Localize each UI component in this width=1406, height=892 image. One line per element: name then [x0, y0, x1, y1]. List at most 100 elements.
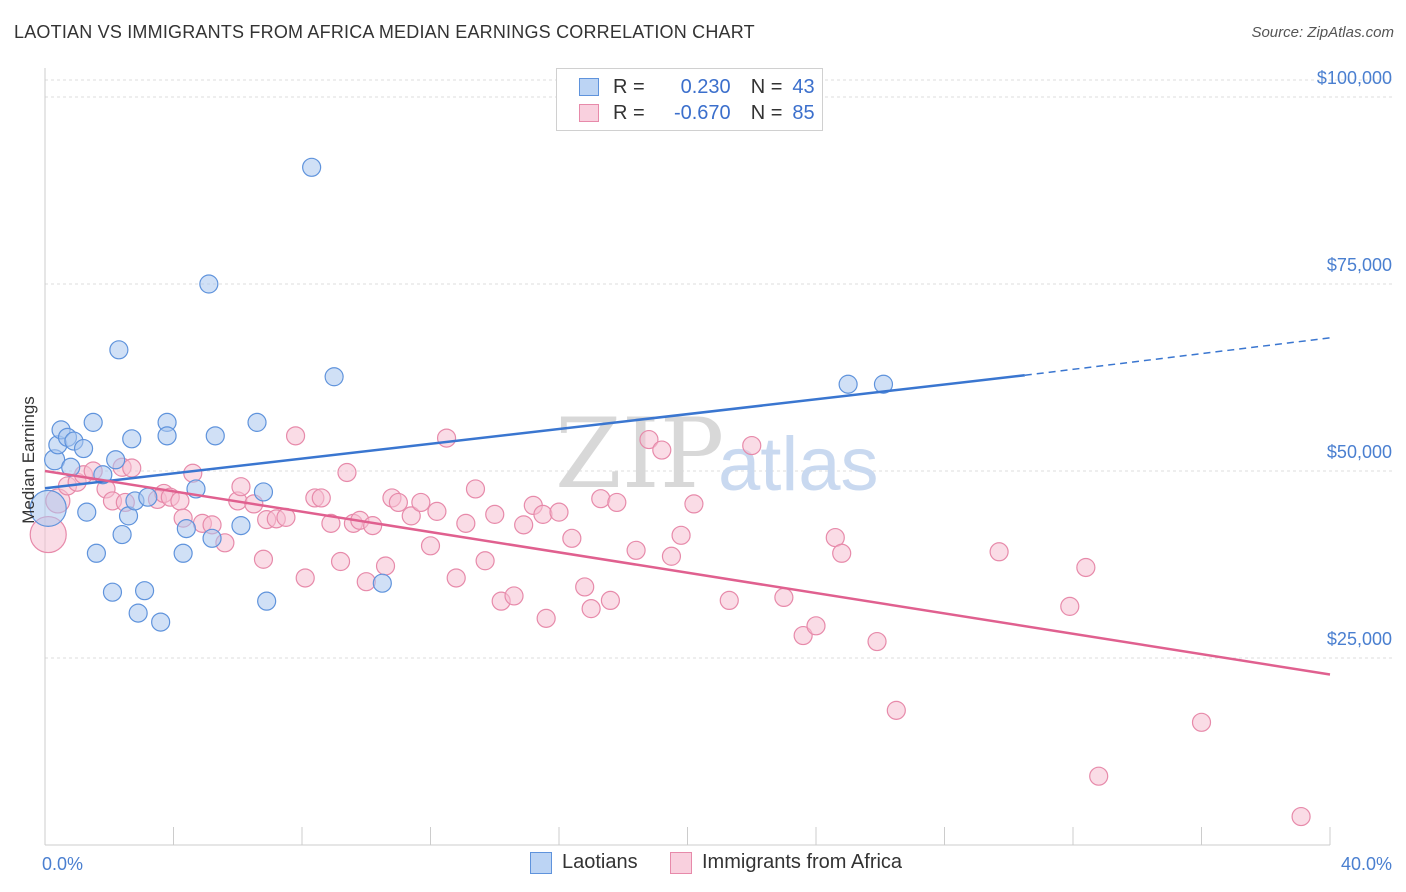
x-tick-label-max: 40.0%: [1341, 854, 1392, 874]
laotians-point-20: [134, 581, 155, 601]
laotians-trend-extension: [1024, 337, 1331, 377]
africa-point-53: [514, 515, 534, 535]
africa-point-70: [719, 590, 739, 611]
laotians-point-10: [86, 543, 107, 563]
chart-title: LAOTIAN VS IMMIGRANTS FROM AFRICA MEDIAN…: [14, 22, 755, 42]
africa-point-60: [581, 599, 601, 619]
y-tick-label-1: $50,000: [1327, 442, 1392, 462]
africa-point-55: [533, 504, 553, 524]
laotians-point-25: [173, 543, 193, 563]
africa-point-58: [562, 528, 582, 548]
laotians-point-39: [873, 374, 894, 394]
laotians-point-38: [838, 374, 858, 394]
africa-point-31: [321, 513, 341, 533]
africa-point-27: [285, 426, 306, 446]
laotians-point-17: [122, 429, 142, 449]
laotians-n-value: 43: [792, 75, 815, 98]
x-tick-label-min: 0.0%: [42, 854, 83, 874]
africa-point-83: [1191, 712, 1212, 732]
watermark-zip: ZIP: [555, 398, 724, 510]
africa-n-value: 85: [792, 101, 815, 124]
laotians-point-12: [102, 582, 123, 602]
grid-lines: [45, 79, 1392, 659]
africa-swatch: [579, 104, 599, 122]
africa-point-52: [504, 586, 524, 606]
laotians-point-8: [83, 412, 103, 432]
y-tick-label-3: $100,000: [1317, 68, 1392, 88]
africa-point-63: [607, 492, 627, 513]
africa-point-81: [1076, 557, 1096, 578]
africa-point-28: [295, 568, 315, 588]
africa-point-47: [456, 513, 476, 533]
y-tick-label-0: $25,000: [1327, 629, 1392, 649]
laotians-point-30: [205, 426, 225, 446]
africa-point-82: [1089, 766, 1109, 786]
laotians-swatch: [579, 78, 599, 96]
laotians-n-label: N =: [750, 75, 783, 98]
africa-point-50: [485, 504, 505, 524]
africa-point-65: [639, 429, 659, 450]
africa-point-36: [356, 572, 376, 592]
africa-point-57: [549, 502, 569, 522]
x-tick-labels: 0.0% 40.0%: [42, 854, 1392, 874]
stats-legend: R = 0.230 N = 43 R = -0.670 N = 85: [556, 68, 823, 131]
laotians-point-0: [29, 489, 67, 527]
africa-point-61: [591, 489, 611, 509]
africa-point-69: [684, 494, 704, 514]
laotians-point-34: [257, 591, 277, 611]
legend-laotians-label: Laotians: [562, 851, 638, 873]
laotians-point-31: [231, 516, 251, 536]
legend-africa[interactable]: Immigrants from Africa: [670, 851, 902, 874]
africa-n-label: N =: [750, 101, 783, 124]
laotians-r-label: R =: [613, 75, 645, 98]
legend-africa-label: Immigrants from Africa: [702, 851, 903, 873]
africa-point-43: [420, 536, 441, 556]
legend-africa-swatch: [670, 851, 692, 874]
laotians-point-35: [302, 157, 322, 177]
africa-point-79: [989, 542, 1009, 562]
africa-point-32: [330, 551, 351, 572]
africa-point-74: [806, 616, 826, 636]
laotians-point-36: [324, 367, 344, 387]
laotians-point-14: [109, 340, 129, 360]
laotians-point-26: [176, 518, 196, 539]
y-axis-label: Median Earnings: [19, 396, 38, 524]
africa-point-68: [671, 525, 691, 545]
stats-row-laotians: R = 0.230 N = 43: [579, 75, 815, 99]
africa-point-10: [122, 458, 142, 478]
africa-point-59: [575, 577, 595, 597]
africa-point-66: [652, 440, 672, 460]
africa-point-84: [1291, 806, 1311, 827]
africa-point-73: [793, 625, 813, 646]
africa-point-72: [774, 587, 794, 608]
laotians-point-9: [77, 502, 97, 522]
legend-laotians-swatch: [530, 851, 552, 874]
y-tick-labels: $25,000 $50,000 $75,000 $100,000: [1317, 68, 1392, 649]
laotians-point-29: [202, 528, 222, 548]
africa-point-78: [886, 700, 906, 720]
y-tick-label-2: $75,000: [1327, 255, 1392, 275]
africa-point-42: [411, 492, 431, 513]
africa-point-38: [375, 556, 396, 576]
trend-lines: [44, 337, 1331, 676]
laotians-point-22: [151, 612, 171, 632]
africa-point-64: [626, 540, 646, 560]
laotians-point-28: [199, 274, 219, 294]
laotians-r-value: 0.230: [680, 75, 731, 98]
watermark-atlas: atlas: [718, 422, 879, 507]
africa-point-71: [742, 435, 762, 456]
laotians-point-21: [138, 487, 158, 507]
laotians-point-15: [112, 524, 132, 545]
africa-point-46: [446, 568, 466, 588]
africa-r-value: -0.670: [673, 101, 731, 124]
laotians-point-24: [157, 426, 177, 446]
africa-point-80: [1060, 596, 1080, 616]
africa-point-44: [427, 501, 447, 521]
africa-points: [29, 426, 1311, 827]
legend-laotians[interactable]: Laotians: [530, 851, 638, 874]
laotians-point-7: [73, 438, 94, 459]
africa-point-33: [337, 462, 357, 483]
source-credit: Source: ZipAtlas.com: [1251, 24, 1394, 41]
africa-point-67: [661, 546, 682, 566]
